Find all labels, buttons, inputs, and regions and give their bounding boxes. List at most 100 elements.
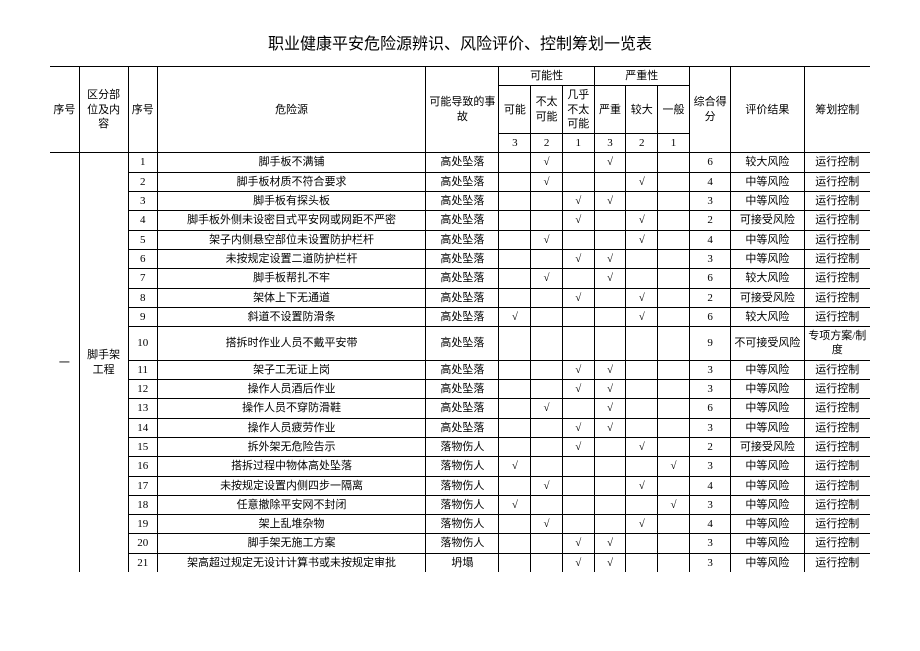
cell-p2 — [531, 437, 563, 456]
cell-accident: 高处坠落 — [426, 307, 499, 326]
cell-p3 — [499, 269, 531, 288]
cell-result: 中等风险 — [731, 553, 804, 572]
cell-subseq: 18 — [128, 495, 157, 514]
cell-p3 — [499, 515, 531, 534]
cell-score: 3 — [689, 360, 730, 379]
th-p2n: 2 — [531, 134, 563, 153]
cell-subseq: 14 — [128, 418, 157, 437]
cell-subseq: 10 — [128, 327, 157, 361]
cell-accident: 高处坠落 — [426, 327, 499, 361]
cell-score: 3 — [689, 380, 730, 399]
cell-accident: 高处坠落 — [426, 172, 499, 191]
cell-result: 中等风险 — [731, 476, 804, 495]
cell-s3: √ — [594, 553, 626, 572]
cell-hazard: 架子内侧悬空部位未设置防护栏杆 — [157, 230, 425, 249]
cell-p1 — [562, 230, 594, 249]
cell-control: 专项方案/制度 — [804, 327, 870, 361]
cell-score: 3 — [689, 534, 730, 553]
cell-p1: √ — [562, 380, 594, 399]
cell-s1: √ — [658, 457, 690, 476]
cell-p2 — [531, 249, 563, 268]
cell-s1 — [658, 418, 690, 437]
cell-subseq: 16 — [128, 457, 157, 476]
table-row: 14操作人员疲劳作业高处坠落√√3中等风险运行控制 — [50, 418, 870, 437]
cell-s3: √ — [594, 153, 626, 172]
th-s1n: 1 — [658, 134, 690, 153]
th-p3n: 3 — [499, 134, 531, 153]
cell-control: 运行控制 — [804, 534, 870, 553]
cell-result: 较大风险 — [731, 269, 804, 288]
th-section: 区分部位及内容 — [79, 67, 128, 153]
cell-control: 运行控制 — [804, 172, 870, 191]
cell-accident: 落物伤人 — [426, 534, 499, 553]
cell-s2 — [626, 153, 658, 172]
cell-s2: √ — [626, 230, 658, 249]
cell-s3 — [594, 437, 626, 456]
cell-s1 — [658, 249, 690, 268]
cell-score: 3 — [689, 553, 730, 572]
cell-s2 — [626, 495, 658, 514]
cell-hazard: 操作人员不穿防滑鞋 — [157, 399, 425, 418]
cell-control: 运行控制 — [804, 380, 870, 399]
cell-s1 — [658, 476, 690, 495]
cell-subseq: 19 — [128, 515, 157, 534]
cell-hazard: 架子工无证上岗 — [157, 360, 425, 379]
table-row: 4脚手板外侧未设密目式平安网或网距不严密高处坠落√√2可接受风险运行控制 — [50, 211, 870, 230]
cell-p1 — [562, 269, 594, 288]
cell-accident: 高处坠落 — [426, 249, 499, 268]
cell-p2 — [531, 380, 563, 399]
cell-accident: 高处坠落 — [426, 230, 499, 249]
cell-p2 — [531, 457, 563, 476]
th-p3: 可能 — [499, 86, 531, 134]
cell-subseq: 13 — [128, 399, 157, 418]
cell-result: 较大风险 — [731, 307, 804, 326]
cell-control: 运行控制 — [804, 288, 870, 307]
cell-hazard: 操作人员疲劳作业 — [157, 418, 425, 437]
cell-hazard: 斜道不设置防滑条 — [157, 307, 425, 326]
table-row: 12操作人员酒后作业高处坠落√√3中等风险运行控制 — [50, 380, 870, 399]
th-s1: 一般 — [658, 86, 690, 134]
cell-s1 — [658, 553, 690, 572]
cell-accident: 落物伤人 — [426, 515, 499, 534]
cell-result: 可接受风险 — [731, 288, 804, 307]
cell-p2: √ — [531, 230, 563, 249]
cell-s3 — [594, 230, 626, 249]
cell-score: 4 — [689, 476, 730, 495]
cell-p3: √ — [499, 495, 531, 514]
cell-control: 运行控制 — [804, 211, 870, 230]
cell-result: 中等风险 — [731, 457, 804, 476]
cell-subseq: 21 — [128, 553, 157, 572]
cell-s2 — [626, 553, 658, 572]
cell-s1 — [658, 515, 690, 534]
cell-accident: 高处坠落 — [426, 418, 499, 437]
cell-score: 4 — [689, 172, 730, 191]
cell-control: 运行控制 — [804, 307, 870, 326]
cell-s1 — [658, 307, 690, 326]
cell-s2: √ — [626, 307, 658, 326]
cell-result: 中等风险 — [731, 360, 804, 379]
cell-s3: √ — [594, 192, 626, 211]
cell-score: 3 — [689, 495, 730, 514]
cell-result: 可接受风险 — [731, 211, 804, 230]
cell-s2: √ — [626, 288, 658, 307]
cell-subseq: 7 — [128, 269, 157, 288]
cell-p1: √ — [562, 211, 594, 230]
cell-score: 6 — [689, 307, 730, 326]
cell-result: 中等风险 — [731, 172, 804, 191]
cell-control: 运行控制 — [804, 437, 870, 456]
cell-s2 — [626, 399, 658, 418]
cell-hazard: 未按规定设置内侧四步一隔离 — [157, 476, 425, 495]
cell-result: 中等风险 — [731, 418, 804, 437]
cell-control: 运行控制 — [804, 360, 870, 379]
cell-s3 — [594, 327, 626, 361]
th-p1: 几乎不太可能 — [562, 86, 594, 134]
cell-subseq: 9 — [128, 307, 157, 326]
cell-hazard: 搭拆过程中物体高处坠落 — [157, 457, 425, 476]
cell-subseq: 2 — [128, 172, 157, 191]
cell-result: 可接受风险 — [731, 437, 804, 456]
cell-hazard: 脚手板不满铺 — [157, 153, 425, 172]
table-row: 11架子工无证上岗高处坠落√√3中等风险运行控制 — [50, 360, 870, 379]
cell-p1 — [562, 327, 594, 361]
cell-result: 中等风险 — [731, 249, 804, 268]
cell-s3 — [594, 495, 626, 514]
